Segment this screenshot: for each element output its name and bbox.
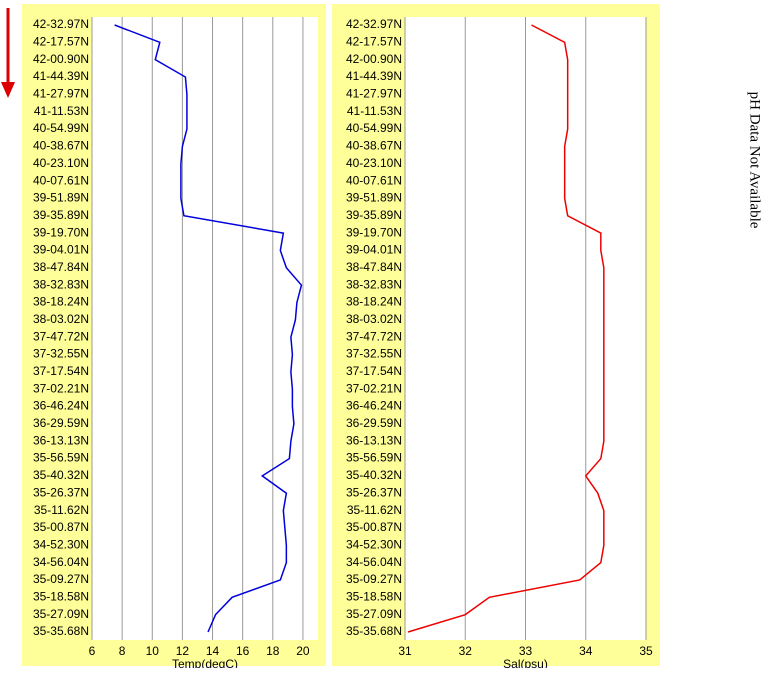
y-tick-label: 35-11.62N — [34, 503, 89, 517]
y-tick-label: 39-19.70N — [33, 225, 89, 239]
y-tick-label: 37-02.21N — [346, 381, 402, 395]
y-tick-label: 35-35.68N — [346, 624, 402, 638]
y-tick-label: 41-11.53N — [347, 104, 402, 118]
y-tick-label: 38-18.24N — [33, 295, 89, 309]
x-axis-label: Sal(psu) — [503, 657, 548, 668]
y-tick-label: 42-32.97N — [346, 17, 402, 31]
y-tick-label: 40-07.61N — [346, 173, 402, 187]
x-tick-label: 33 — [519, 644, 533, 658]
y-tick-label: 38-03.02N — [33, 312, 89, 326]
x-tick-label: 31 — [398, 644, 412, 658]
y-tick-label: 35-27.09N — [33, 607, 89, 621]
y-tick-label: 35-26.37N — [346, 485, 402, 499]
y-tick-label: 35-56.59N — [346, 451, 402, 465]
y-tick-label: 38-32.83N — [33, 277, 89, 291]
y-tick-label: 35-09.27N — [33, 572, 89, 586]
y-tick-label: 42-00.90N — [346, 52, 402, 66]
y-tick-label: 34-56.04N — [33, 555, 89, 569]
y-tick-label: 37-02.21N — [33, 381, 89, 395]
x-tick-label: 10 — [146, 644, 160, 658]
y-tick-label: 40-54.99N — [33, 121, 89, 135]
y-tick-label: 34-52.30N — [33, 537, 89, 551]
y-tick-label: 41-27.97N — [33, 87, 89, 101]
y-tick-label: 35-56.59N — [33, 451, 89, 465]
y-tick-label: 34-56.04N — [346, 555, 402, 569]
y-tick-label: 40-54.99N — [346, 121, 402, 135]
y-tick-label: 41-44.39N — [346, 69, 402, 83]
y-tick-label: 38-47.84N — [346, 260, 402, 274]
y-tick-label: 36-13.13N — [346, 433, 402, 447]
y-tick-label: 36-46.24N — [346, 399, 402, 413]
y-tick-label: 38-32.83N — [346, 277, 402, 291]
data-line — [407, 24, 605, 633]
y-tick-label: 35-11.62N — [347, 503, 402, 517]
y-tick-label: 35-00.87N — [346, 520, 402, 534]
y-tick-label: 38-18.24N — [346, 295, 402, 309]
y-tick-label: 41-27.97N — [346, 87, 402, 101]
y-tick-label: 39-19.70N — [346, 225, 402, 239]
y-tick-label: 41-11.53N — [34, 104, 89, 118]
y-tick-label: 37-47.72N — [346, 329, 402, 343]
y-tick-label: 42-32.97N — [33, 17, 89, 31]
y-tick-label: 40-23.10N — [346, 156, 402, 170]
y-tick-label: 42-17.57N — [33, 35, 89, 49]
y-tick-label: 37-32.55N — [346, 347, 402, 361]
x-axis-label: Temp(degC) — [172, 657, 238, 668]
x-tick-label: 12 — [176, 644, 190, 658]
notice: pH Data Not Available — [747, 92, 763, 229]
y-tick-label: 41-44.39N — [33, 69, 89, 83]
y-tick-label: 42-00.90N — [33, 52, 89, 66]
y-tick-label: 36-29.59N — [346, 416, 402, 430]
y-tick-label: 35-27.09N — [346, 607, 402, 621]
x-tick-label: 16 — [236, 644, 250, 658]
y-tick-label: 39-51.89N — [33, 191, 89, 205]
x-tick-label: 6 — [89, 644, 96, 658]
y-tick-label: 39-04.01N — [346, 243, 402, 257]
y-tick-label: 35-40.32N — [346, 468, 402, 482]
y-tick-label: 35-40.32N — [33, 468, 89, 482]
y-tick-label: 40-07.61N — [33, 173, 89, 187]
y-tick-label: 37-47.72N — [33, 329, 89, 343]
y-tick-label: 35-18.58N — [346, 589, 402, 603]
y-tick-label: 35-09.27N — [346, 572, 402, 586]
y-tick-label: 39-51.89N — [346, 191, 402, 205]
y-tick-label: 39-04.01N — [33, 243, 89, 257]
y-tick-label: 42-17.57N — [346, 35, 402, 49]
y-tick-label: 40-38.67N — [346, 139, 402, 153]
x-tick-label: 34 — [579, 644, 593, 658]
y-tick-label: 35-35.68N — [33, 624, 89, 638]
y-tick-label: 36-29.59N — [33, 416, 89, 430]
y-tick-label: 37-17.54N — [346, 364, 402, 378]
y-tick-label: 36-13.13N — [33, 433, 89, 447]
y-tick-label: 40-23.10N — [33, 156, 89, 170]
y-tick-label: 39-35.89N — [346, 208, 402, 222]
x-tick-label: 35 — [639, 644, 653, 658]
x-tick-label: 8 — [119, 644, 126, 658]
data-line — [114, 24, 303, 633]
x-tick-label: 20 — [296, 644, 310, 658]
y-tick-label: 35-18.58N — [33, 589, 89, 603]
arrow-head — [1, 82, 15, 98]
y-tick-label: 38-47.84N — [33, 260, 89, 274]
y-tick-label: 40-38.67N — [33, 139, 89, 153]
y-tick-label: 37-17.54N — [33, 364, 89, 378]
y-tick-label: 36-46.24N — [33, 399, 89, 413]
x-tick-label: 14 — [206, 644, 220, 658]
x-tick-label: 32 — [459, 644, 473, 658]
y-tick-label: 35-26.37N — [33, 485, 89, 499]
y-tick-label: 37-32.55N — [33, 347, 89, 361]
y-tick-label: 34-52.30N — [346, 537, 402, 551]
plot-area — [92, 17, 318, 640]
x-tick-label: 18 — [266, 644, 280, 658]
y-tick-label: 38-03.02N — [346, 312, 402, 326]
y-tick-label: 35-00.87N — [33, 520, 89, 534]
y-tick-label: 39-35.89N — [33, 208, 89, 222]
